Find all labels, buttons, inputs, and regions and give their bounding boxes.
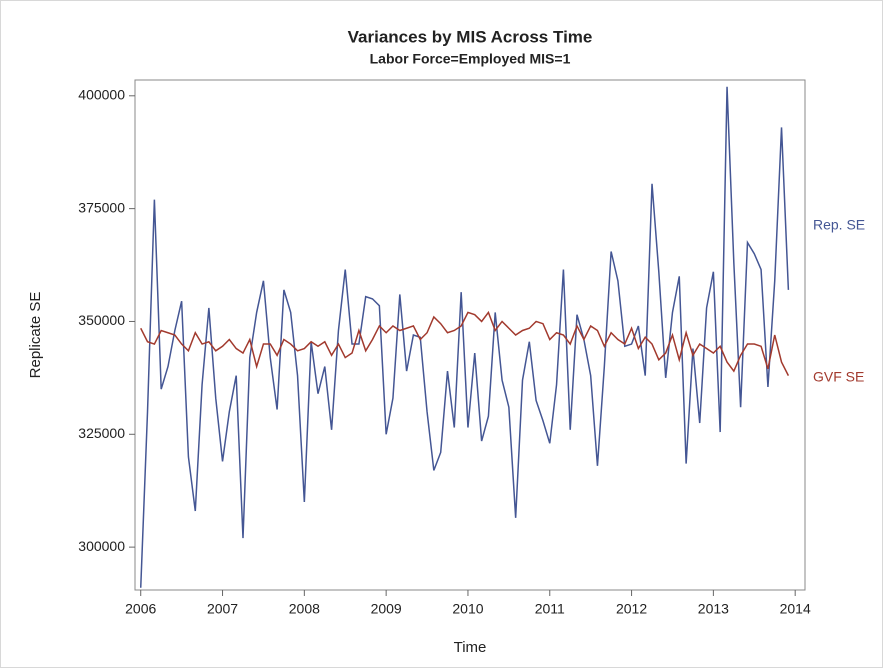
plot-frame bbox=[134, 79, 806, 591]
x-tick-label: 2014 bbox=[780, 601, 811, 617]
x-tick-label: 2012 bbox=[616, 601, 647, 617]
x-tick-label: 2009 bbox=[371, 601, 402, 617]
x-axis-label: Time bbox=[454, 639, 487, 656]
chart-title: Variances by MIS Across Time bbox=[348, 27, 593, 46]
series-line bbox=[140, 310, 790, 376]
x-tick-label: 2008 bbox=[289, 601, 320, 617]
x-tick-label: 2010 bbox=[452, 601, 483, 617]
x-tick-label: 2006 bbox=[125, 601, 156, 617]
x-tick-label: 2013 bbox=[698, 601, 729, 617]
series-label: Rep. SE bbox=[813, 217, 865, 233]
y-tick-label: 350000 bbox=[78, 312, 125, 328]
y-tick-label: 300000 bbox=[78, 538, 125, 554]
y-tick-label: 375000 bbox=[78, 199, 125, 215]
y-axis-label: Replicate SE bbox=[27, 292, 44, 379]
chart-subtitle: Labor Force=Employed MIS=1 bbox=[370, 51, 571, 67]
y-tick-label: 325000 bbox=[78, 425, 125, 441]
series-line bbox=[139, 86, 790, 588]
x-tick-label: 2011 bbox=[535, 601, 565, 617]
y-tick-label: 400000 bbox=[78, 86, 125, 102]
x-tick-label: 2007 bbox=[207, 601, 238, 617]
series-label: GVF SE bbox=[813, 368, 864, 384]
